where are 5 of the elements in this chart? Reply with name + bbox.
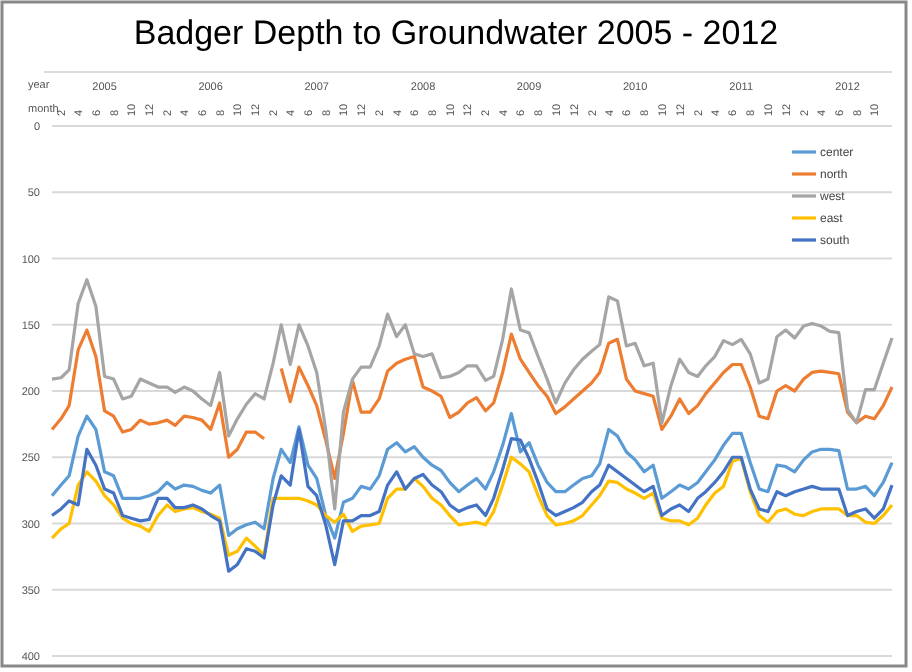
line-series xyxy=(50,411,894,540)
line-series xyxy=(50,278,894,511)
line-series xyxy=(50,455,894,557)
chart-title: Badger Depth to Groundwater 2005 - 2012 xyxy=(133,14,779,52)
line-series xyxy=(50,427,894,573)
